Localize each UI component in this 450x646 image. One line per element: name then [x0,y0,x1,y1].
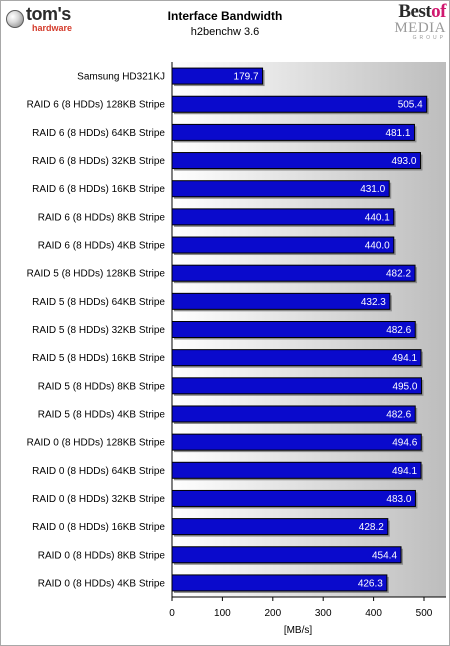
best-logo-best: Best [398,1,432,22]
bar [171,95,428,113]
bar-value-label: 494.1 [392,353,417,364]
bar [171,180,390,198]
bar-value-label: 482.6 [386,409,411,420]
x-tick-label: 300 [315,608,332,619]
category-label: RAID 0 (8 HDDs) 32KB Stripe [32,494,165,505]
bar [171,377,422,395]
category-label: RAID 5 (8 HDDs) 64KB Stripe [32,297,165,308]
bar-value-label: 505.4 [398,100,423,111]
bar [171,321,416,338]
toms-logo-word: tom's [26,4,71,24]
toms-logo-icon [6,10,24,28]
x-tick-label: 500 [416,608,433,619]
bar [171,152,421,170]
bar-value-label: 482.6 [386,325,411,336]
category-label: RAID 5 (8 HDDs) 8KB Stripe [38,381,166,392]
bar [171,433,422,451]
category-label: RAID 5 (8 HDDs) 16KB Stripe [32,353,165,364]
bar-value-label: 432.3 [361,297,386,308]
category-label: RAID 0 (8 HDDs) 8KB Stripe [38,550,166,561]
bar [171,574,388,592]
category-label: RAID 6 (8 HDDs) 4KB Stripe [38,241,166,252]
category-label: RAID 5 (8 HDDs) 32KB Stripe [32,325,165,336]
x-axis-title: [MB/s] [284,625,313,636]
bar [171,123,415,141]
x-tick-label: 0 [169,608,175,619]
category-label: RAID 0 (8 HDDs) 4KB Stripe [38,578,166,589]
category-label: Samsung HD321KJ [77,72,165,83]
category-label: RAID 0 (8 HDDs) 64KB Stripe [32,466,165,477]
toms-hardware-logo: tom's hardware [6,4,86,36]
x-tick-label: 100 [214,608,231,619]
bar-value-label: 440.0 [365,241,390,252]
bar [171,208,395,226]
bar [171,546,402,564]
bar-value-label: 428.2 [359,522,384,533]
bar-value-label: 481.1 [385,128,410,139]
x-tick-label: 400 [365,608,382,619]
category-label: RAID 6 (8 HDDs) 32KB Stripe [32,156,165,167]
bar [171,461,422,479]
bar-value-label: 494.1 [392,466,417,477]
best-of-media-logo: Bestof MEDIA GROUP [392,1,446,51]
bar-value-label: 440.1 [365,212,390,223]
x-tick-label: 200 [264,608,281,619]
category-label: RAID 6 (8 HDDs) 128KB Stripe [27,100,166,111]
bar-value-label: 483.0 [386,494,411,505]
bar-value-label: 426.3 [358,578,383,589]
bar [171,292,391,310]
best-logo-media: MEDIA [394,20,446,36]
category-label: RAID 5 (8 HDDs) 4KB Stripe [38,409,166,420]
category-label: RAID 6 (8 HDDs) 64KB Stripe [32,128,165,139]
bar [171,518,389,536]
bar [171,349,422,367]
toms-logo-sub: hardware [32,23,73,33]
bar [171,489,416,507]
category-label: RAID 5 (8 HDDs) 128KB Stripe [27,269,166,280]
category-label: RAID 0 (8 HDDs) 128KB Stripe [27,438,166,449]
best-logo-group: GROUP [412,35,446,41]
bar-value-label: 454.4 [372,550,397,561]
bar [171,236,395,254]
category-label: RAID 6 (8 HDDs) 8KB Stripe [38,212,166,223]
bar-value-label: 493.0 [391,156,416,167]
bar-value-label: 431.0 [360,184,385,195]
bar-value-label: 179.7 [234,72,259,83]
chart-subtitle: h2benchw 3.6 [190,26,260,38]
bar [171,405,416,423]
bar [171,264,416,282]
category-label: RAID 0 (8 HDDs) 16KB Stripe [32,522,165,533]
bar-value-label: 482.2 [386,269,411,280]
bar-value-label: 495.0 [392,381,417,392]
chart-title: Interface Bandwidth [167,9,283,23]
bar-value-label: 494.6 [392,438,417,449]
category-label: RAID 6 (8 HDDs) 16KB Stripe [32,184,165,195]
best-logo-of: of [431,1,446,22]
